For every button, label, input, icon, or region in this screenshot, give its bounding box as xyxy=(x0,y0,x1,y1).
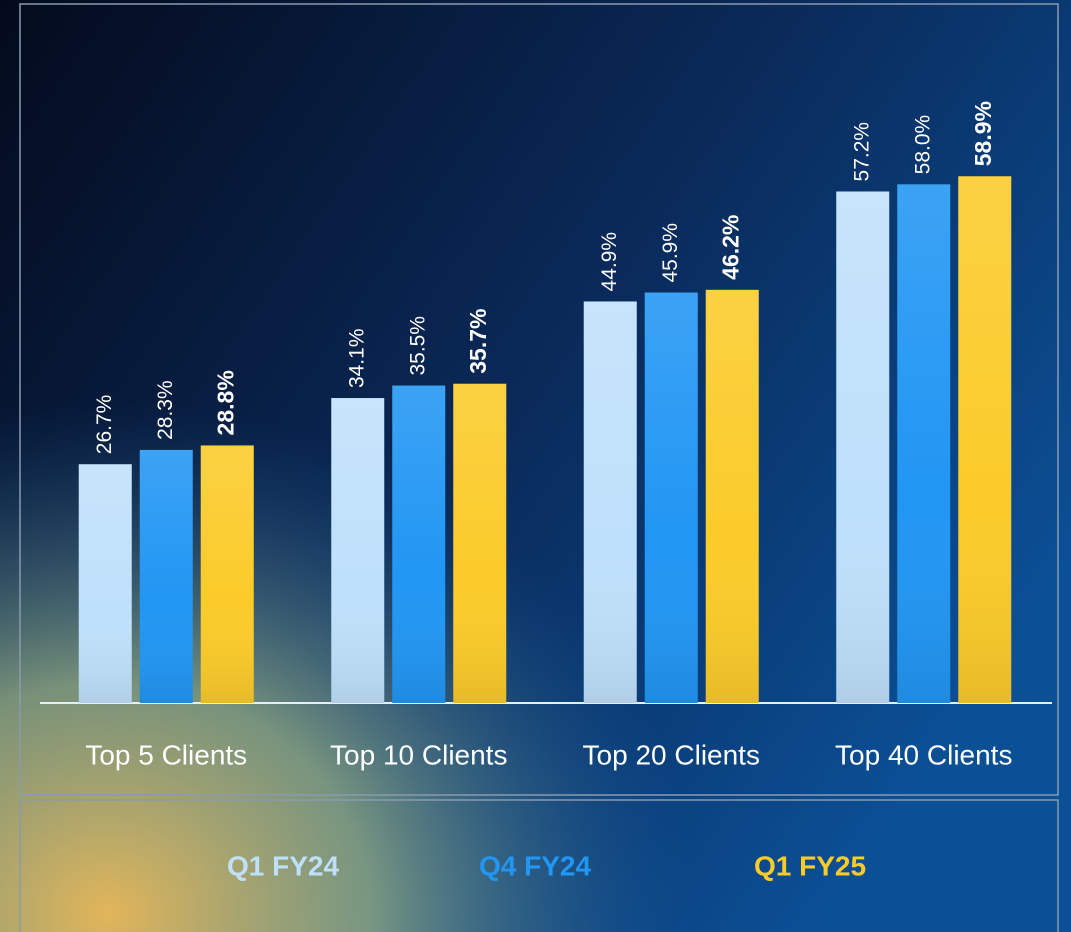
value-label: 35.5% xyxy=(406,316,429,376)
x-tick-label: Top 20 Clients xyxy=(583,739,760,770)
legend-entry: Q4 FY24 xyxy=(479,850,591,881)
legend-entry: Q1 FY25 xyxy=(754,850,866,881)
bar-sheen xyxy=(78,464,132,703)
value-label: 28.3% xyxy=(154,380,177,440)
value-label: 58.9% xyxy=(970,101,996,166)
bar-sheen xyxy=(583,301,637,703)
value-label: 57.2% xyxy=(850,122,873,182)
x-tick-label: Top 5 Clients xyxy=(85,739,247,770)
value-label: 35.7% xyxy=(465,309,491,374)
bar-sheen xyxy=(958,176,1012,703)
value-label: 44.9% xyxy=(598,232,621,292)
value-label: 34.1% xyxy=(345,329,368,389)
bar-sheen xyxy=(897,184,951,704)
x-tick-label: Top 40 Clients xyxy=(835,739,1012,770)
bar-sheen xyxy=(705,289,759,703)
value-label: 26.7% xyxy=(93,395,116,455)
legend-entry: Q1 FY24 xyxy=(227,850,339,881)
bar-sheen xyxy=(139,449,193,703)
value-label: 28.8% xyxy=(212,370,238,435)
bar-sheen xyxy=(392,385,446,703)
bar-sheen xyxy=(453,383,507,703)
bar-sheen xyxy=(331,398,385,703)
legend-frame xyxy=(19,799,1059,932)
bar-sheen xyxy=(200,445,254,703)
x-tick-label: Top 10 Clients xyxy=(330,739,507,770)
value-label: 58.0% xyxy=(911,115,934,175)
plot-frame xyxy=(19,3,1059,796)
bar-sheen xyxy=(644,292,698,703)
value-label: 46.2% xyxy=(717,215,743,280)
bar-sheen xyxy=(836,191,890,703)
value-label: 45.9% xyxy=(659,223,682,283)
